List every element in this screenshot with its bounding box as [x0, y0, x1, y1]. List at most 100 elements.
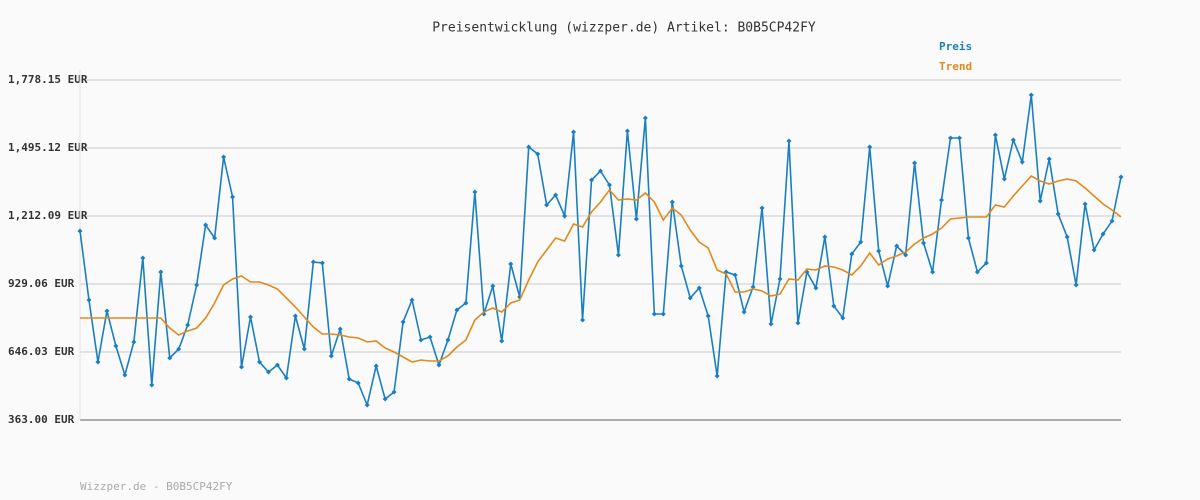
point-marker	[606, 182, 612, 188]
point-marker	[705, 313, 711, 319]
point-marker	[876, 248, 882, 254]
point-marker	[230, 194, 236, 200]
point-marker	[1019, 159, 1025, 165]
point-marker	[1046, 156, 1052, 162]
point-marker	[194, 282, 200, 288]
y-tick-label: 1,212.09 EUR	[8, 209, 88, 222]
point-marker	[741, 309, 747, 315]
y-tick-label: 929.06 EUR	[8, 277, 75, 290]
point-marker	[750, 284, 756, 290]
point-marker	[328, 353, 334, 359]
point-marker	[454, 307, 460, 313]
point-marker	[131, 339, 137, 345]
point-marker	[445, 337, 451, 343]
point-marker	[265, 369, 271, 375]
point-marker	[580, 317, 586, 323]
y-tick-label: 1,778.15 EUR	[8, 73, 88, 86]
point-marker	[598, 168, 603, 174]
point-marker	[651, 311, 657, 317]
footer: Wizzper.de - B0B5CP42FY	[80, 480, 233, 493]
point-marker	[974, 269, 980, 275]
point-marker	[310, 259, 316, 265]
point-marker	[508, 261, 514, 267]
point-marker	[1109, 218, 1115, 224]
point-marker	[427, 334, 433, 340]
point-marker	[292, 313, 298, 319]
legend-label: Preis	[939, 40, 972, 53]
point-marker	[140, 255, 146, 261]
point-marker	[436, 362, 442, 368]
point-marker	[660, 311, 666, 317]
point-marker	[795, 320, 801, 326]
point-marker	[203, 222, 209, 228]
point-marker	[1082, 201, 1088, 207]
point-marker	[122, 372, 128, 378]
point-marker	[849, 251, 855, 257]
point-marker	[409, 297, 415, 303]
point-marker	[562, 213, 568, 219]
point-marker	[624, 128, 630, 134]
point-marker	[1091, 247, 1097, 253]
point-marker	[633, 216, 639, 222]
point-marker	[921, 240, 927, 246]
point-marker	[283, 375, 289, 381]
point-marker	[894, 243, 900, 249]
point-marker	[714, 373, 720, 379]
point-marker	[490, 283, 496, 289]
point-marker	[274, 362, 280, 368]
point-marker	[301, 346, 307, 352]
point-marker	[256, 359, 262, 365]
point-marker	[418, 337, 424, 343]
point-marker	[1064, 234, 1070, 240]
point-marker	[167, 355, 173, 361]
point-marker	[553, 192, 559, 198]
point-marker	[355, 380, 361, 386]
y-tick-label: 646.03 EUR	[8, 345, 75, 358]
point-marker	[867, 144, 873, 150]
series-line	[79, 94, 1122, 408]
point-marker	[732, 272, 738, 278]
point-marker	[400, 319, 406, 325]
point-marker	[615, 252, 621, 258]
point-marker	[822, 234, 828, 240]
point-marker	[337, 326, 343, 332]
point-marker	[813, 285, 819, 291]
point-marker	[526, 144, 532, 150]
point-marker	[678, 263, 684, 269]
point-marker	[1037, 198, 1043, 204]
point-marker	[221, 154, 227, 160]
point-marker	[947, 135, 953, 141]
point-marker	[912, 160, 918, 166]
point-marker	[930, 269, 936, 275]
point-marker	[1073, 282, 1079, 288]
point-marker	[373, 363, 379, 369]
series-line	[80, 174, 1122, 363]
y-tick-label: 363.00 EUR	[8, 413, 75, 426]
point-marker	[113, 343, 119, 349]
point-marker	[1010, 137, 1016, 143]
point-marker	[149, 382, 155, 388]
point-marker	[1028, 92, 1034, 98]
point-marker	[759, 205, 765, 211]
point-marker	[382, 396, 388, 402]
point-marker	[858, 239, 864, 245]
point-marker	[104, 308, 110, 314]
point-marker	[589, 177, 595, 183]
point-marker	[1055, 211, 1061, 217]
point-marker	[777, 276, 783, 282]
point-marker	[319, 260, 325, 266]
point-marker	[95, 359, 101, 365]
point-marker	[956, 135, 962, 141]
point-marker	[176, 346, 182, 352]
point-marker	[212, 235, 218, 241]
point-marker	[669, 199, 675, 205]
point-marker	[642, 115, 648, 121]
point-marker	[86, 297, 92, 303]
point-marker	[346, 376, 352, 382]
point-marker	[463, 300, 469, 306]
point-marker	[903, 252, 909, 258]
point-marker	[499, 338, 505, 344]
legend-label: Trend	[939, 60, 972, 73]
point-marker	[185, 322, 191, 328]
